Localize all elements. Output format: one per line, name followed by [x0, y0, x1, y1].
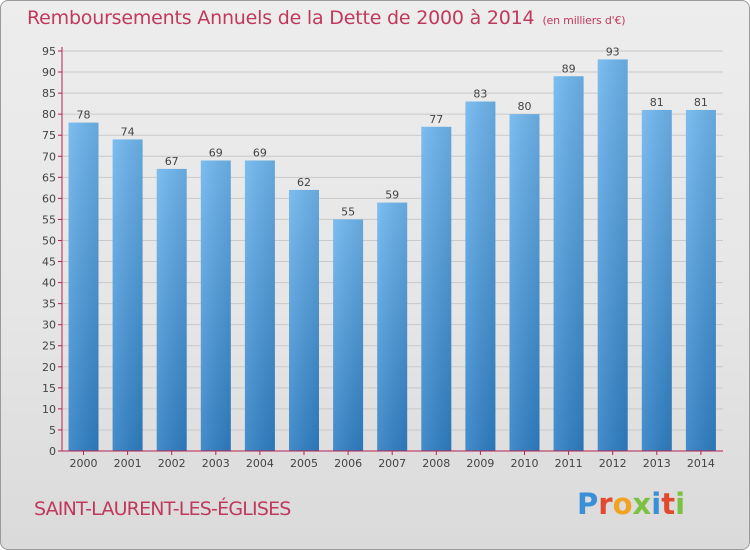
y-tick-label: 10 [42, 403, 56, 416]
bar-shading [641, 109, 672, 452]
data-label: 69 [253, 146, 267, 159]
bar-shading [597, 59, 628, 451]
data-label: 59 [385, 189, 399, 202]
logo-letter: r [598, 487, 613, 521]
data-label: 80 [518, 100, 532, 113]
data-label: 83 [473, 88, 487, 101]
logo-letter: o [612, 487, 633, 521]
bar-shading [156, 168, 187, 452]
bar-shading [685, 109, 716, 452]
y-tick-label: 35 [42, 298, 56, 311]
commune-name: SAINT-LAURENT-LES-ÉGLISES [34, 498, 291, 520]
chart-title: Remboursements Annuels de la Dette de 20… [27, 7, 626, 29]
y-tick-label: 85 [42, 87, 56, 100]
proxiti-logo: Proxiti [577, 487, 685, 521]
data-labels: 78 74 67 69 69 62 55 59 77 83 80 89 93 81 81 [77, 45, 708, 218]
bar-shading [289, 189, 319, 451]
data-label: 55 [341, 205, 355, 218]
x-tick-label: 2014 [687, 457, 715, 470]
bar-shading [465, 101, 496, 452]
data-label: 78 [77, 109, 91, 122]
data-label: 81 [650, 96, 664, 109]
data-label: 93 [606, 45, 620, 58]
x-tick-label: 2007 [378, 457, 406, 470]
y-tick-label: 25 [42, 340, 56, 353]
bar-shading [377, 202, 408, 451]
y-tick-label: 65 [42, 171, 56, 184]
data-label: 74 [121, 125, 135, 138]
bar-shading [200, 160, 231, 451]
logo-letter: x [632, 487, 652, 521]
bars [68, 59, 716, 452]
logo-letter: i [675, 487, 686, 521]
bar-shading [553, 76, 584, 452]
y-tick-label: 0 [49, 445, 56, 458]
y-tick-label: 70 [42, 150, 56, 163]
y-tick-label: 75 [42, 129, 56, 142]
x-tick-label: 2005 [290, 457, 318, 470]
y-tick-label: 5 [49, 424, 56, 437]
y-axis-ticks: 0 5 10 15 20 25 30 35 40 45 50 55 60 65 70 75 80 85 90 95 [42, 45, 62, 458]
x-tick-label: 2011 [555, 457, 583, 470]
title-text: Remboursements Annuels de la Dette de 20… [27, 7, 535, 29]
y-tick-label: 60 [42, 192, 56, 205]
y-tick-label: 95 [42, 45, 56, 58]
bar-shading [112, 139, 143, 451]
unit-label: (en milliers d'€) [542, 14, 626, 27]
data-label: 89 [562, 62, 576, 75]
x-tick-label: 2001 [114, 457, 142, 470]
data-label: 77 [429, 113, 443, 126]
x-tick-label: 2002 [158, 457, 186, 470]
x-axis-ticks: 2000 2001 2002 2003 2004 2005 2006 2007 2008 2009… [70, 451, 715, 470]
bar-shading [421, 126, 452, 451]
y-tick-label: 50 [42, 234, 56, 247]
bar-shading [509, 114, 540, 451]
data-label: 81 [694, 96, 708, 109]
data-label: 69 [209, 146, 223, 159]
x-tick-label: 2009 [466, 457, 494, 470]
x-tick-label: 2003 [202, 457, 230, 470]
x-tick-label: 2010 [511, 457, 539, 470]
data-label: 62 [297, 176, 311, 189]
logo-letter: P [577, 487, 599, 521]
x-tick-label: 2004 [246, 457, 274, 470]
bar-shading [333, 219, 364, 451]
x-tick-label: 2013 [643, 457, 671, 470]
y-tick-label: 30 [42, 319, 56, 332]
y-tick-label: 55 [42, 213, 56, 226]
y-tick-label: 40 [42, 277, 56, 290]
logo-letter: i [651, 487, 662, 521]
y-tick-label: 15 [42, 382, 56, 395]
y-tick-label: 20 [42, 361, 56, 374]
logo-letter: t [661, 487, 676, 521]
bar-shading [68, 122, 99, 451]
data-label: 67 [165, 155, 179, 168]
bar-shading [244, 160, 275, 451]
x-tick-label: 2006 [334, 457, 362, 470]
x-tick-label: 2000 [70, 457, 98, 470]
y-tick-label: 45 [42, 256, 56, 269]
axes [61, 47, 723, 452]
y-tick-label: 80 [42, 108, 56, 121]
x-tick-label: 2012 [599, 457, 627, 470]
y-tick-label: 90 [42, 66, 56, 79]
x-tick-label: 2008 [422, 457, 450, 470]
